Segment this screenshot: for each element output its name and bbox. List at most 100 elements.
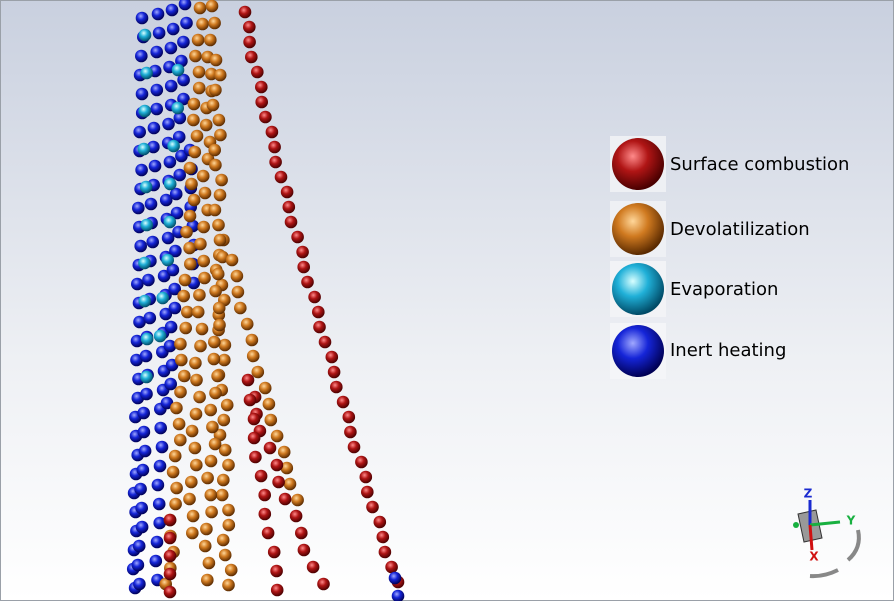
particle xyxy=(187,193,201,207)
particle xyxy=(262,397,276,411)
particle xyxy=(212,218,225,232)
particle xyxy=(231,285,245,299)
particle xyxy=(230,269,244,283)
particle xyxy=(138,294,152,308)
particle xyxy=(218,548,232,562)
rotate-arrow[interactable] xyxy=(809,568,839,579)
particle xyxy=(347,440,361,454)
particle xyxy=(361,485,374,499)
particle xyxy=(263,441,277,455)
particle xyxy=(163,585,177,599)
particle xyxy=(197,254,210,268)
particle xyxy=(151,7,165,21)
particle xyxy=(208,335,221,349)
particle xyxy=(133,315,146,329)
particle xyxy=(344,425,357,439)
particle xyxy=(177,92,190,106)
particle xyxy=(164,377,177,391)
particle xyxy=(130,353,143,367)
particle xyxy=(284,215,298,229)
particle xyxy=(204,403,217,417)
particle xyxy=(147,140,160,154)
particle xyxy=(291,230,304,244)
particle xyxy=(168,282,181,296)
particle xyxy=(308,290,321,304)
particle xyxy=(157,269,171,283)
particle xyxy=(208,203,222,217)
particle xyxy=(201,573,214,587)
particle xyxy=(134,239,147,253)
particle xyxy=(164,320,178,334)
particle xyxy=(137,425,151,439)
legend-label: Devolatilization xyxy=(670,219,810,240)
particle xyxy=(169,244,182,258)
particle xyxy=(247,412,261,426)
particle xyxy=(258,507,272,521)
particle xyxy=(135,163,148,177)
particle xyxy=(140,332,154,346)
particle xyxy=(190,373,203,387)
particle xyxy=(342,410,356,424)
particle xyxy=(166,263,180,277)
particle xyxy=(218,338,232,352)
particle xyxy=(163,567,177,581)
x-axis xyxy=(808,524,814,551)
particle xyxy=(391,589,405,601)
particle xyxy=(147,121,161,135)
particle xyxy=(204,454,218,468)
particle xyxy=(297,260,311,274)
particle xyxy=(185,177,198,191)
particle xyxy=(301,275,314,289)
particle xyxy=(250,65,264,79)
particle xyxy=(318,335,332,349)
particle xyxy=(188,145,202,159)
particle xyxy=(132,201,145,215)
particle xyxy=(184,257,197,271)
particle xyxy=(172,130,186,144)
particle xyxy=(150,102,163,116)
particle xyxy=(159,193,173,207)
particle xyxy=(222,503,235,517)
particle xyxy=(151,478,165,492)
particle xyxy=(211,267,225,281)
particle xyxy=(216,250,229,264)
particle xyxy=(172,417,186,431)
particle xyxy=(204,33,217,47)
particle xyxy=(268,140,281,154)
particle xyxy=(178,369,191,383)
particle xyxy=(194,237,207,251)
particle xyxy=(170,206,184,220)
particle xyxy=(196,169,210,183)
particle xyxy=(160,396,174,410)
y-label: Y xyxy=(846,514,856,528)
particle xyxy=(162,117,175,131)
particle xyxy=(191,305,205,319)
particle xyxy=(254,80,268,94)
particle xyxy=(297,543,311,557)
particle xyxy=(241,373,255,387)
particle xyxy=(179,321,192,335)
particle xyxy=(155,440,169,454)
particle xyxy=(149,554,163,568)
particle xyxy=(190,458,203,472)
particle xyxy=(140,387,153,401)
particle xyxy=(280,461,294,475)
particle xyxy=(181,305,194,319)
particle xyxy=(378,545,392,559)
particle xyxy=(171,101,184,115)
particle xyxy=(193,288,206,302)
particle xyxy=(243,393,257,407)
particle xyxy=(173,168,186,182)
rotate-arrow[interactable] xyxy=(846,529,861,562)
particle xyxy=(272,475,285,489)
particle xyxy=(317,577,330,591)
particle xyxy=(199,118,213,132)
particle xyxy=(245,333,259,347)
legend-swatch xyxy=(612,138,664,190)
particle xyxy=(217,473,230,487)
particle xyxy=(137,142,151,156)
particle xyxy=(193,1,207,15)
y-axis xyxy=(809,520,841,527)
particle xyxy=(267,545,281,559)
legend-swatch xyxy=(612,263,664,315)
